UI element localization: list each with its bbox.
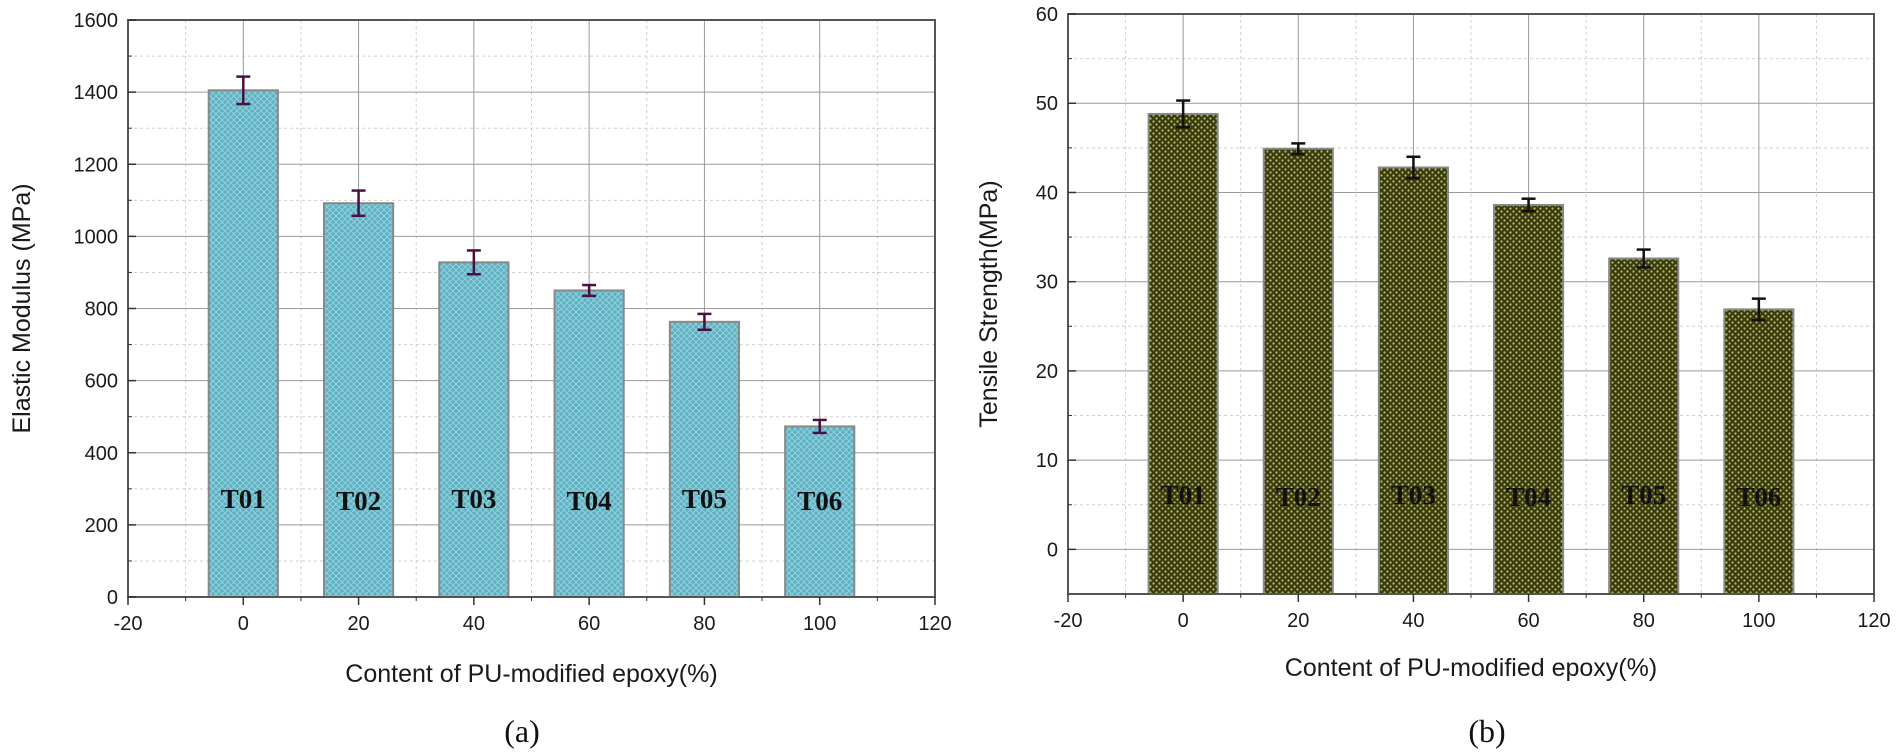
bar-label: T05	[1621, 480, 1666, 510]
error-bar-t01	[1176, 99, 1191, 129]
x-tick-label: 60	[1517, 610, 1539, 632]
y-tick-label: 1000	[74, 226, 119, 248]
y-tick-label: 200	[85, 515, 118, 537]
bar-label: T02	[1276, 482, 1321, 512]
error-bar-t06	[1751, 297, 1766, 322]
y-tick-label: 800	[85, 299, 118, 321]
y-tick-label: 10	[1036, 450, 1058, 472]
x-tick-label: 20	[1287, 610, 1309, 632]
error-bar-t05	[1636, 248, 1651, 269]
error-bar-t04	[582, 283, 597, 298]
y-tick-label: 1400	[74, 82, 119, 104]
y-tick-label: 60	[1036, 4, 1058, 26]
y-tick-label: 1200	[74, 154, 119, 176]
error-bar-t04	[1521, 197, 1536, 213]
error-bar-t01	[236, 75, 251, 106]
panel-label: (b)	[1468, 713, 1505, 749]
y-tick-label: 0	[107, 587, 118, 609]
y-tick-label: 0	[1047, 539, 1058, 561]
error-bar-t05	[697, 312, 712, 332]
x-tick-label: 100	[1742, 610, 1775, 632]
y-tick-label: 30	[1036, 272, 1058, 294]
error-bar-t06	[812, 418, 827, 435]
x-tick-label: 120	[918, 613, 951, 635]
x-tick-label: 20	[347, 613, 369, 635]
bar-t06	[784, 425, 856, 598]
x-tick-label: 100	[803, 613, 836, 635]
y-axis-label: Elastic Modulus (MPa)	[8, 183, 36, 433]
x-tick-label: 120	[1857, 610, 1890, 632]
y-tick-label: 1600	[74, 10, 119, 32]
bar-t05	[668, 320, 741, 598]
bar-t05	[1608, 257, 1680, 595]
x-axis-label: Content of PU-modified epoxy(%)	[345, 660, 717, 688]
x-tick-label: -20	[1054, 610, 1083, 632]
bar-t03	[1377, 166, 1449, 595]
error-bar-t03	[1406, 155, 1421, 180]
x-tick-label: 0	[1178, 610, 1189, 632]
bar-t02	[322, 202, 395, 598]
bar-t06	[1723, 308, 1795, 595]
x-tick-label: 60	[578, 613, 600, 635]
error-bar-t02	[351, 189, 366, 218]
x-tick-label: 40	[1402, 610, 1424, 632]
bar-label: T01	[221, 484, 266, 514]
bar-label: T06	[797, 486, 842, 516]
y-tick-label: 400	[85, 443, 118, 465]
bar-t04	[553, 289, 625, 598]
x-tick-label: 0	[238, 613, 249, 635]
panel-label: (a)	[504, 713, 540, 749]
bar-t02	[1262, 147, 1334, 595]
y-tick-label: 40	[1036, 182, 1058, 204]
bar-label: T05	[682, 484, 727, 514]
x-tick-label: 40	[463, 613, 485, 635]
bar-label: T06	[1736, 482, 1781, 512]
bar-label: T04	[1506, 482, 1551, 512]
chart-b: T01 T02 T03 T04 T05 T06 0 10 20 30 40 50 60 -20 0 20 40 6…	[975, 4, 1891, 749]
x-tick-label: 80	[1633, 610, 1655, 632]
y-tick-label: 600	[85, 371, 118, 393]
y-tick-label: 20	[1036, 361, 1058, 383]
y-axis-label: Tensile Strength(MPa)	[975, 180, 1003, 427]
bar-t01	[207, 89, 279, 599]
x-tick-label: -20	[114, 613, 143, 635]
x-tick-label: 80	[693, 613, 715, 635]
error-bar-t02	[1291, 142, 1306, 156]
bar-t04	[1493, 203, 1565, 595]
x-axis-label: Content of PU-modified epoxy(%)	[1285, 654, 1657, 682]
bar-label: T04	[567, 486, 612, 516]
bar-label: T03	[451, 484, 496, 514]
error-bar-t03	[466, 249, 481, 276]
bar-label: T02	[336, 486, 381, 516]
chart-a: T01 T02 T03 T04 T05 T060200400600800100012001…	[8, 10, 952, 749]
bar-label: T03	[1391, 480, 1436, 510]
bar-t01	[1147, 112, 1219, 595]
bar-label: T01	[1161, 480, 1206, 510]
bar-t03	[438, 261, 510, 598]
y-tick-label: 50	[1036, 93, 1058, 115]
